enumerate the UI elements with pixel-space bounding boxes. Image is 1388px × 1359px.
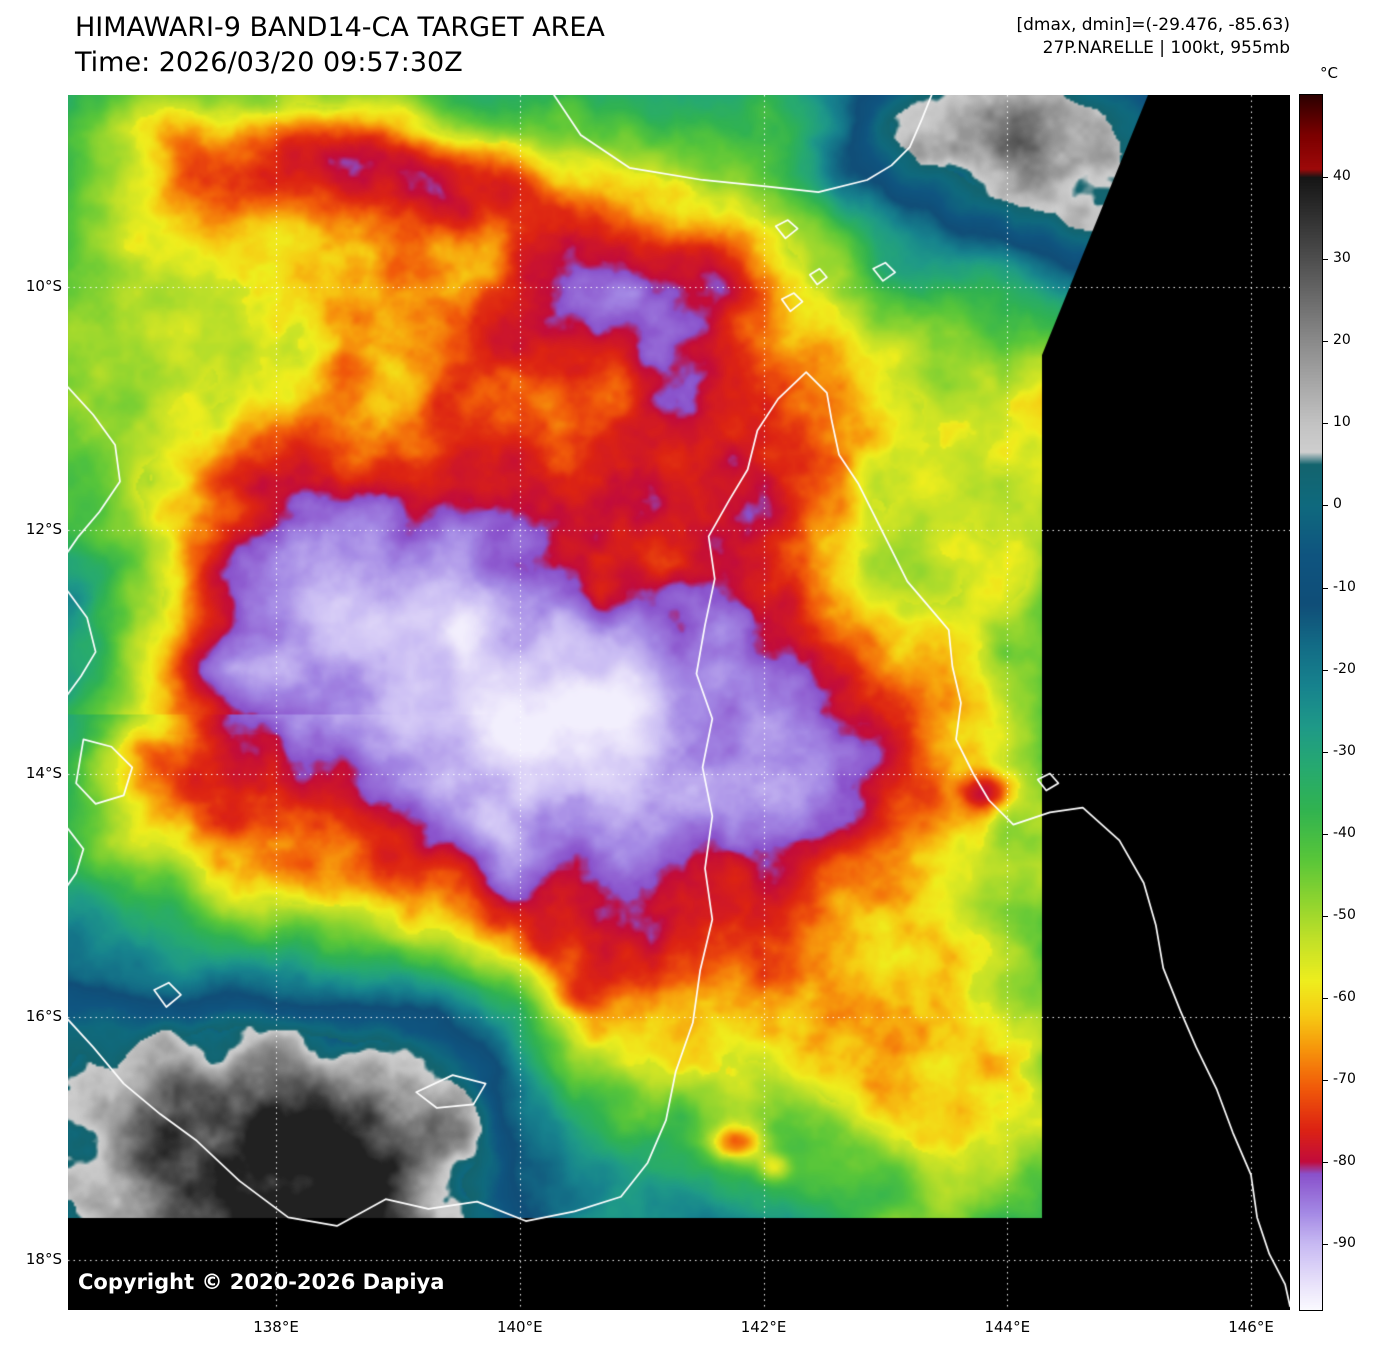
colorbar-tick-label: -60 [1333, 989, 1356, 1006]
colorbar-tick-label: -30 [1333, 742, 1356, 759]
colorbar-tick-label: -40 [1333, 824, 1356, 841]
colorbar-tick-mark [1323, 751, 1328, 753]
colorbar-tick-label: -20 [1333, 660, 1356, 677]
colorbar-tick-label: 20 [1333, 332, 1351, 349]
lat-axis-label: 16°S [25, 1006, 62, 1025]
colorbar-tick-label: -80 [1333, 1153, 1356, 1170]
colorbar-tick-mark [1323, 1080, 1328, 1082]
colorbar-tick-mark [1323, 1244, 1328, 1246]
lon-axis-label: 140°E [496, 1318, 543, 1336]
page-title: HIMAWARI-9 BAND14-CA TARGET AREA [75, 12, 605, 43]
colorbar-tick-label: -10 [1333, 578, 1356, 595]
colorbar-tick-mark [1323, 1162, 1328, 1164]
copyright-label: Copyright © 2020-2026 Dapiya [78, 1270, 445, 1294]
colorbar-tick-label: 10 [1333, 414, 1351, 431]
lon-axis-label: 144°E [984, 1318, 1031, 1336]
lat-axis-label: 10°S [25, 277, 62, 295]
colorbar-tick-label: 30 [1333, 250, 1351, 267]
lon-axis-label: 142°E [740, 1318, 787, 1336]
dmax-dmin-label: [dmax, dmin]=(-29.476, -85.63) [1016, 15, 1291, 35]
colorbar-tick-mark [1323, 833, 1328, 835]
colorbar-unit-label: °C [1320, 64, 1338, 82]
lat-axis-label: 18°S [25, 1250, 62, 1268]
lon-axis-label: 146°E [1228, 1318, 1274, 1336]
satellite-map: Copyright © 2020-2026 Dapiya [68, 95, 1290, 1310]
storm-info-label: 27P.NARELLE | 100kt, 955mb [1042, 38, 1290, 58]
lat-axis-label: 14°S [25, 763, 62, 782]
colorbar [1299, 94, 1323, 1311]
colorbar-tick-mark [1323, 505, 1328, 507]
colorbar-tick-label: -70 [1333, 1071, 1356, 1088]
header-info: [dmax, dmin]=(-29.476, -85.63) 27P.NAREL… [1017, 14, 1291, 60]
lat-axis-label: 12°S [25, 520, 62, 539]
colorbar-tick-mark [1323, 177, 1328, 179]
colorbar-tick-mark [1323, 998, 1328, 1000]
colorbar-tick-mark [1323, 587, 1328, 589]
colorbar-tick-label: -50 [1333, 906, 1356, 923]
satellite-image-canvas [68, 95, 1290, 1310]
colorbar-tick-label: -90 [1333, 1235, 1356, 1252]
lon-axis-label: 138°E [253, 1318, 299, 1336]
colorbar-tick-mark [1323, 669, 1328, 671]
colorbar-tick-mark [1323, 423, 1328, 425]
colorbar-tick-mark [1323, 259, 1328, 261]
colorbar-tick-label: 40 [1333, 168, 1351, 185]
timestamp-label: Time: 2026/03/20 09:57:30Z [75, 47, 463, 78]
colorbar-tick-label: 0 [1333, 496, 1342, 513]
colorbar-tick-mark [1323, 341, 1328, 343]
colorbar-tick-mark [1323, 915, 1328, 917]
